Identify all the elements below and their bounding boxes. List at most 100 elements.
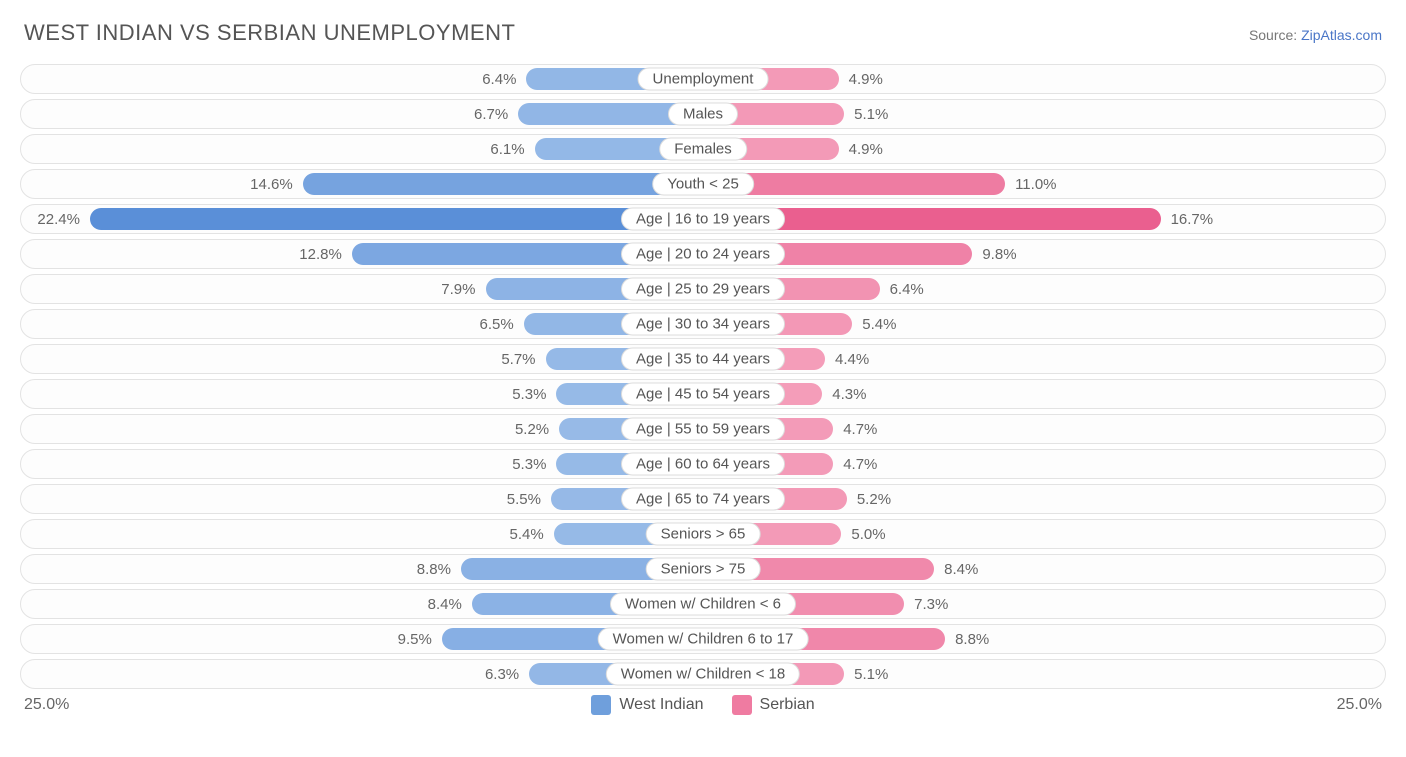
row-right-half: 7.3% <box>703 590 1385 618</box>
row-category-label: Age | 55 to 59 years <box>621 418 785 441</box>
chart-row: 5.7% 4.4% Age | 35 to 44 years <box>20 344 1386 374</box>
row-left-half: 5.2% <box>21 415 703 443</box>
row-left-half: 7.9% <box>21 275 703 303</box>
row-right-half: 9.8% <box>703 240 1385 268</box>
row-right-half: 11.0% <box>703 170 1385 198</box>
row-right-half: 4.4% <box>703 345 1385 373</box>
chart-header: WEST INDIAN VS SERBIAN UNEMPLOYMENT Sour… <box>20 20 1386 46</box>
row-category-label: Seniors > 65 <box>646 523 761 546</box>
legend-swatch-right <box>732 695 752 715</box>
row-category-label: Age | 25 to 29 years <box>621 278 785 301</box>
row-category-label: Women w/ Children < 18 <box>606 663 800 686</box>
right-value: 4.3% <box>824 386 874 403</box>
left-value: 8.8% <box>409 561 459 578</box>
row-left-half: 6.7% <box>21 100 703 128</box>
right-value: 5.4% <box>854 316 904 333</box>
row-category-label: Youth < 25 <box>652 173 754 196</box>
row-right-half: 4.7% <box>703 450 1385 478</box>
row-left-half: 22.4% <box>21 205 703 233</box>
axis-right-max: 25.0% <box>1337 696 1382 714</box>
legend-item-right: Serbian <box>732 695 815 715</box>
left-value: 6.5% <box>471 316 521 333</box>
chart-row: 7.9%6.4%Age | 25 to 29 years <box>20 274 1386 304</box>
row-right-half: 5.1% <box>703 100 1385 128</box>
source-prefix: Source: <box>1249 27 1301 43</box>
row-category-label: Unemployment <box>638 68 769 91</box>
chart-footer: 25.0% West Indian Serbian 25.0% <box>20 695 1386 715</box>
left-value: 6.7% <box>466 106 516 123</box>
legend: West Indian Serbian <box>69 695 1336 715</box>
row-category-label: Males <box>668 103 738 126</box>
row-category-label: Age | 45 to 54 years <box>621 383 785 406</box>
legend-swatch-left <box>591 695 611 715</box>
chart-row: 6.7% 5.1%Males <box>20 99 1386 129</box>
right-value: 4.4% <box>827 351 877 368</box>
chart-row: 6.3% 5.1% Women w/ Children < 18 <box>20 659 1386 689</box>
legend-label-right: Serbian <box>760 696 815 714</box>
right-value: 4.7% <box>835 421 885 438</box>
row-category-label: Age | 30 to 34 years <box>621 313 785 336</box>
chart-row: 5.3%4.7%Age | 60 to 64 years <box>20 449 1386 479</box>
row-left-half: 6.3% <box>21 660 703 688</box>
row-category-label: Women w/ Children 6 to 17 <box>598 628 809 651</box>
left-value: 5.3% <box>504 386 554 403</box>
left-value: 14.6% <box>242 176 301 193</box>
row-right-half: 5.0% <box>703 520 1385 548</box>
chart-row: 5.4% 5.0% Seniors > 65 <box>20 519 1386 549</box>
left-value: 12.8% <box>291 246 350 263</box>
legend-label-left: West Indian <box>619 696 703 714</box>
row-right-half: 16.7% <box>703 205 1385 233</box>
row-left-half: 5.5% <box>21 485 703 513</box>
left-value: 5.4% <box>502 526 552 543</box>
left-value: 5.2% <box>507 421 557 438</box>
row-right-half: 5.2% <box>703 485 1385 513</box>
row-left-half: 6.4% <box>21 65 703 93</box>
right-value: 16.7% <box>1163 211 1222 228</box>
chart-title: WEST INDIAN VS SERBIAN UNEMPLOYMENT <box>24 20 515 46</box>
row-category-label: Women w/ Children < 6 <box>610 593 796 616</box>
row-category-label: Seniors > 75 <box>646 558 761 581</box>
source-link[interactable]: ZipAtlas.com <box>1301 27 1382 43</box>
row-category-label: Age | 35 to 44 years <box>621 348 785 371</box>
row-right-half: 4.9% <box>703 135 1385 163</box>
row-left-half: 12.8% <box>21 240 703 268</box>
chart-source: Source: ZipAtlas.com <box>1249 27 1382 43</box>
row-left-half: 8.4% <box>21 590 703 618</box>
row-category-label: Age | 20 to 24 years <box>621 243 785 266</box>
row-left-half: 14.6% <box>21 170 703 198</box>
row-right-half: 5.4% <box>703 310 1385 338</box>
left-value: 6.3% <box>477 666 527 683</box>
row-category-label: Age | 60 to 64 years <box>621 453 785 476</box>
right-value: 8.4% <box>936 561 986 578</box>
right-value: 4.9% <box>841 141 891 158</box>
chart-row: 5.2% 4.7% Age | 55 to 59 years <box>20 414 1386 444</box>
row-right-half: 6.4% <box>703 275 1385 303</box>
row-right-half: 4.3% <box>703 380 1385 408</box>
row-left-half: 8.8% <box>21 555 703 583</box>
left-value: 6.4% <box>474 71 524 88</box>
chart-row: 5.5% 5.2% Age | 65 to 74 years <box>20 484 1386 514</box>
right-value: 5.0% <box>843 526 893 543</box>
row-category-label: Age | 65 to 74 years <box>621 488 785 511</box>
left-bar <box>303 173 701 195</box>
chart-row: 6.5% 5.4% Age | 30 to 34 years <box>20 309 1386 339</box>
right-value: 9.8% <box>974 246 1024 263</box>
right-value: 5.2% <box>849 491 899 508</box>
row-right-half: 8.4% <box>703 555 1385 583</box>
row-right-half: 5.1% <box>703 660 1385 688</box>
right-value: 5.1% <box>846 666 896 683</box>
row-left-half: 6.5% <box>21 310 703 338</box>
chart-row: 9.5%8.8%Women w/ Children 6 to 17 <box>20 624 1386 654</box>
row-left-half: 5.4% <box>21 520 703 548</box>
chart-row: 5.3% 4.3% Age | 45 to 54 years <box>20 379 1386 409</box>
left-value: 5.7% <box>493 351 543 368</box>
left-value: 22.4% <box>29 211 88 228</box>
right-value: 11.0% <box>1007 176 1064 193</box>
legend-item-left: West Indian <box>591 695 703 715</box>
chart-row: 6.1%4.9%Females <box>20 134 1386 164</box>
row-left-half: 5.7% <box>21 345 703 373</box>
row-category-label: Age | 16 to 19 years <box>621 208 785 231</box>
left-value: 5.5% <box>499 491 549 508</box>
chart-row: 22.4% 16.7% Age | 16 to 19 years <box>20 204 1386 234</box>
row-right-half: 4.7% <box>703 415 1385 443</box>
